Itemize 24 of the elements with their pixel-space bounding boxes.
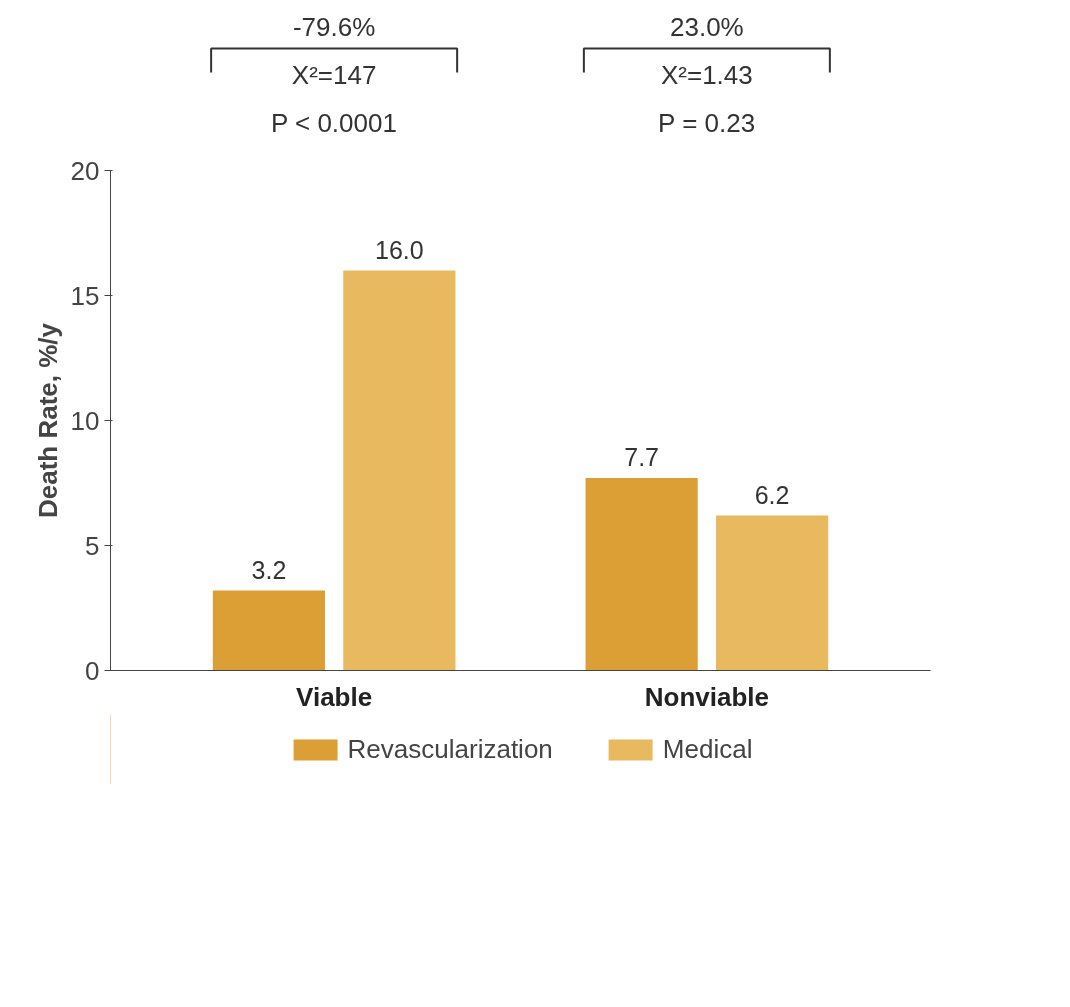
bar <box>343 270 456 671</box>
x-tick-label: Nonviable <box>644 681 769 712</box>
legend-label: Medical <box>662 733 753 765</box>
bar <box>212 590 325 671</box>
y-tick-label: 5 <box>85 530 100 561</box>
y-axis-title: Death Rate, %/y <box>32 322 63 519</box>
legend-label: Revascularization <box>347 733 553 765</box>
text: P < 0.0001 <box>270 107 397 138</box>
text: -79.6% <box>292 11 376 42</box>
bar <box>716 515 829 671</box>
data-label: 6.2 <box>754 480 790 509</box>
y-tick-label: 20 <box>70 155 100 186</box>
data-label: 7.7 <box>624 443 660 471</box>
text: 23.0% <box>670 11 744 42</box>
data-label: 3.2 <box>251 555 287 584</box>
text: X²=1.43 <box>660 59 753 90</box>
bar <box>585 478 698 671</box>
y-tick-label: 0 <box>85 655 100 686</box>
text: P = 0.23 <box>658 107 756 138</box>
data-label: 16.0 <box>375 235 424 264</box>
y-tick-label: 15 <box>70 280 100 311</box>
y-tick-label: 10 <box>70 405 100 436</box>
x-tick-label: Viable <box>296 681 373 712</box>
text: X²=147 <box>291 59 377 90</box>
